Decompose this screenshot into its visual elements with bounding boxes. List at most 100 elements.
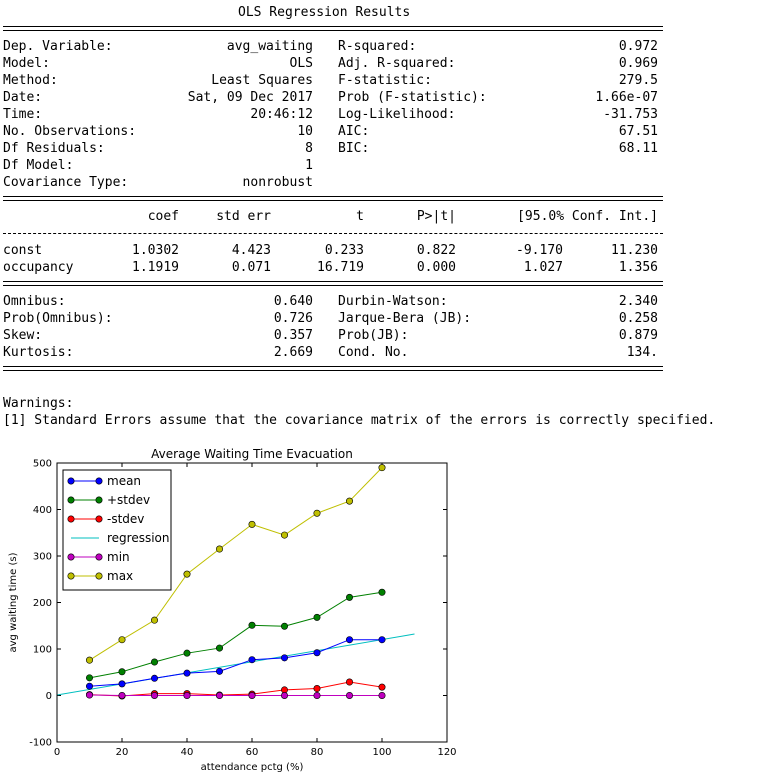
info-value: -31.753: [603, 107, 658, 122]
info-value: Sat, 09 Dec 2017: [187, 90, 313, 105]
legend-marker: [67, 477, 75, 485]
legend-marker: [67, 572, 75, 580]
data-point: [345, 678, 353, 686]
info-row: Date: Sat, 09 Dec 2017 Prob (F-statistic):…: [3, 89, 663, 106]
diag-label: Prob(Omnibus):: [3, 311, 113, 326]
t-value: 0.233: [324, 243, 364, 258]
diag-label: Omnibus:: [3, 294, 66, 309]
data-point: [86, 674, 94, 682]
coef-row: const 1.0302 4.423 0.233 0.822 -9.170 11.230: [3, 242, 663, 259]
data-point: [378, 683, 386, 691]
data-point: [378, 692, 386, 700]
model-info-block: Dep. Variable: avg_waiting R-squared: 0.972…: [3, 38, 663, 191]
plot-frame: [56, 462, 448, 743]
diag-value: 0.258: [618, 311, 658, 326]
data-point: [313, 649, 321, 657]
coef-value: 1.0302: [132, 243, 179, 258]
data-point: [216, 644, 224, 652]
divider: [3, 225, 663, 242]
info-row: No. Observations: 10 AIC: 67.51: [3, 123, 663, 140]
regression-line: [57, 633, 415, 696]
data-point: [280, 622, 288, 630]
x-tick-label: 20: [116, 747, 129, 758]
info-row: Df Residuals: 8 BIC: 68.11: [3, 140, 663, 157]
info-label: Dep. Variable:: [3, 39, 113, 54]
legend-marker: [67, 553, 75, 561]
info-label: Df Model:: [3, 158, 74, 173]
info-label: Time:: [3, 107, 43, 122]
warnings: Warnings: [1] Standard Errors assume tha…: [3, 395, 715, 429]
series-line-stdev: [89, 591, 383, 679]
data-point: [183, 669, 191, 677]
data-point: [183, 649, 191, 657]
info-label: Date:: [3, 90, 43, 105]
data-point: [313, 613, 321, 621]
legend: mean +stdev -stdev regression min max: [62, 469, 172, 591]
info-label: Df Residuals:: [3, 141, 105, 156]
diag-value: 0.726: [273, 311, 313, 326]
y-tick-label: 500: [33, 459, 52, 470]
data-point: [345, 636, 353, 644]
stderr-value: 4.423: [231, 243, 271, 258]
data-point: [280, 531, 288, 539]
info-value: 1.66e-07: [595, 90, 658, 105]
coef-row: occupancy 1.1919 0.071 16.719 0.000 1.027 1.35…: [3, 259, 663, 276]
legend-label: max: [107, 569, 133, 583]
chart-title: Average Waiting Time Evacuation: [151, 447, 353, 461]
x-axis-label: attendance pctg (%): [201, 762, 304, 773]
data-point: [313, 692, 321, 700]
diag-value: 0.357: [273, 328, 313, 343]
info-row: Method: Least Squares F-statistic: 279.5: [3, 72, 663, 89]
info-value: 10: [297, 124, 313, 139]
divider: [3, 361, 663, 378]
info-row: Model: OLS Adj. R-squared: 0.969: [3, 55, 663, 72]
legend-marker: [95, 553, 103, 561]
ols-summary: OLS Regression Results Dep. Variable: avg…: [3, 4, 663, 378]
coef-header-row: coef std err t P>|t| [95.0% Conf. Int.]: [3, 208, 663, 225]
diag-value: 2.340: [618, 294, 658, 309]
data-point: [313, 509, 321, 517]
data-point: [378, 588, 386, 596]
data-point: [216, 545, 224, 553]
legend-label: regression: [107, 531, 170, 545]
ci-low-value: -9.170: [516, 243, 563, 258]
info-value: 0.969: [618, 56, 658, 71]
ols-title: OLS Regression Results: [238, 5, 411, 20]
y-tick-label: 0: [46, 691, 52, 702]
variable-name: const: [3, 243, 43, 258]
data-point: [118, 680, 126, 688]
y-tick-label: 300: [33, 552, 52, 563]
coef-header: coef: [147, 209, 179, 224]
coef-value: 1.1919: [132, 260, 179, 275]
ols-title-row: OLS Regression Results: [3, 4, 663, 21]
info-label: R-squared:: [338, 39, 417, 54]
data-point: [248, 520, 256, 528]
t-value: 16.719: [317, 260, 364, 275]
legend-marker: [95, 572, 103, 580]
data-point: [151, 692, 159, 700]
info-value: 68.11: [618, 141, 658, 156]
diag-row: Prob(Omnibus): 0.726 Jarque-Bera (JB): 0.25…: [3, 310, 663, 327]
diag-value: 0.640: [273, 294, 313, 309]
series-line-stdev: [89, 681, 383, 697]
data-point: [378, 636, 386, 644]
info-value: 67.51: [618, 124, 658, 139]
plot-area: [57, 464, 415, 700]
diag-value: 0.879: [618, 328, 658, 343]
data-point: [313, 685, 321, 693]
data-point: [345, 497, 353, 505]
legend-label: -stdev: [107, 512, 144, 526]
x-tick-label: 100: [372, 747, 391, 758]
stderr-header: std err: [216, 209, 271, 224]
divider: [3, 21, 663, 38]
x-tick-label: 40: [181, 747, 194, 758]
x-tick-label: 120: [437, 747, 456, 758]
legend-box: [62, 469, 172, 591]
diag-row: Omnibus: 0.640 Durbin-Watson: 2.340: [3, 293, 663, 310]
info-row: Time: 20:46:12 Log-Likelihood: -31.753: [3, 106, 663, 123]
info-label: Adj. R-squared:: [338, 56, 456, 71]
data-point: [151, 674, 159, 682]
y-tick-label: 100: [33, 645, 52, 656]
data-point: [118, 692, 126, 700]
p-value: 0.822: [416, 243, 456, 258]
